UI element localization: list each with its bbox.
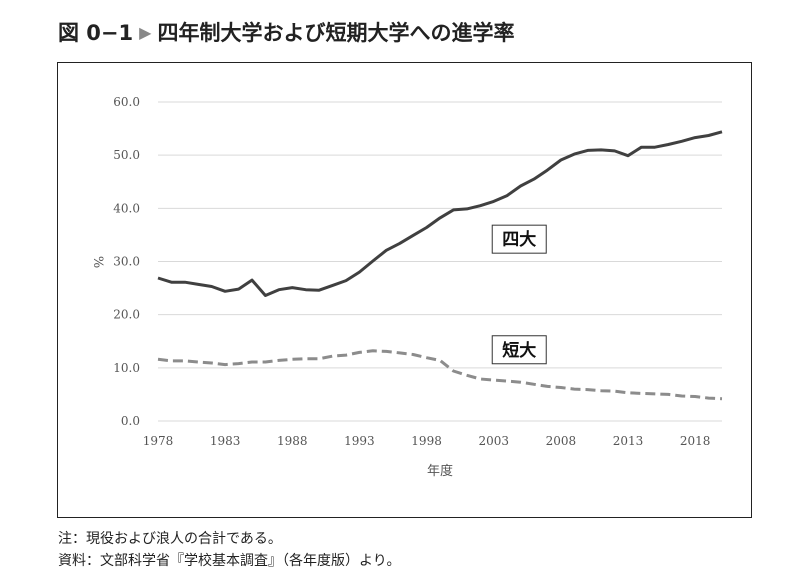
x-tick-label: 2013 [613, 434, 644, 448]
y-tick-label: 40.0 [113, 201, 140, 215]
figure-title: 図 0−1 ▶ 四年制大学および短期大学への進学率 [58, 14, 514, 50]
x-tick-label: 2008 [546, 434, 577, 448]
grid-lines [158, 101, 722, 422]
series-line-university [157, 130, 723, 297]
y-tick-label: 20.0 [113, 308, 140, 322]
y-axis-ticks: 0.0 10.0 20.0 30.0 40.0 50.0 60.0 [113, 95, 140, 428]
figure-title-text: 四年制大学および短期大学への進学率 [157, 21, 515, 45]
series-label-box: 四大 [491, 224, 547, 254]
note-text: 注：現役および浪人の合計である。 [58, 531, 282, 547]
x-tick-label: 1983 [210, 434, 241, 448]
series-label-box: 短大 [491, 335, 547, 365]
series-label: 四大 [502, 229, 536, 250]
x-axis-ticks: 1978 1983 1988 1993 1998 2003 2008 2013 2018 [143, 434, 711, 448]
x-tick-label: 1993 [344, 434, 375, 448]
x-tick-label: 2018 [680, 434, 711, 448]
x-tick-label: 2003 [478, 434, 509, 448]
y-tick-label: 0.0 [121, 414, 140, 428]
x-tick-label: 1988 [277, 434, 308, 448]
triangle-right-icon: ▶ [139, 22, 152, 42]
source-text: 資料：文部科学省『学校基本調査』（各年度版）より。 [58, 553, 401, 569]
series-label: 短大 [502, 340, 536, 361]
figure-number: 図 0−1 [58, 21, 134, 45]
y-tick-label: 10.0 [113, 361, 140, 375]
chart-notes: 注：現役および浪人の合計である。 資料：文部科学省『学校基本調査』（各年度版）よ… [58, 528, 400, 572]
y-tick-label: 30.0 [113, 255, 140, 269]
series-lines [157, 130, 723, 401]
series-line-junior-college [157, 349, 723, 401]
y-axis-label: % [90, 256, 105, 268]
x-axis-label: 年度 [427, 463, 453, 479]
y-tick-label: 50.0 [113, 148, 140, 162]
line-chart: 0.0 10.0 20.0 30.0 40.0 50.0 60.0 1978 1983 1988… [90, 95, 723, 479]
x-tick-label: 1998 [411, 434, 442, 448]
chart-frame: 0.0 10.0 20.0 30.0 40.0 50.0 60.0 1978 1983 1988… [57, 62, 752, 518]
x-tick-label: 1978 [143, 434, 174, 448]
y-tick-label: 60.0 [113, 95, 140, 109]
